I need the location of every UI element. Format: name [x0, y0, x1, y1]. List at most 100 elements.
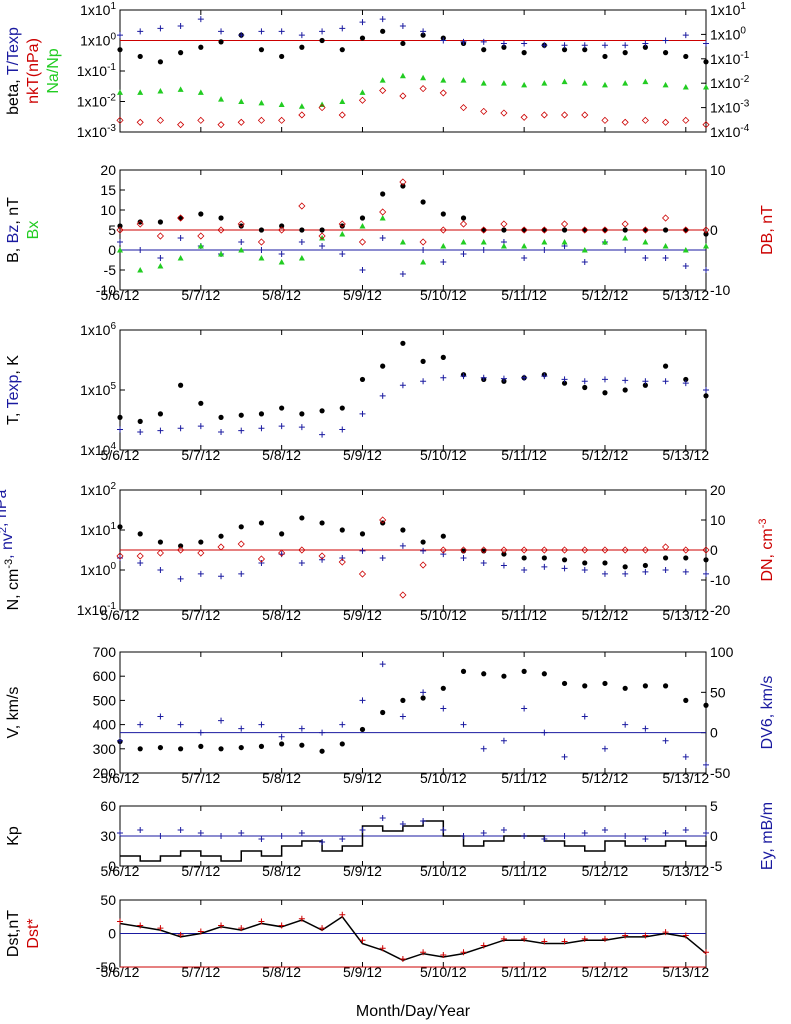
data-point: [703, 59, 709, 65]
data-point: [560, 220, 569, 228]
y-axis-label-nkt: nkT(nPa): [25, 38, 42, 104]
x-tick-label: 5/10/12: [420, 770, 467, 786]
y2-tick-label: -10: [710, 572, 730, 588]
data-point: [177, 22, 184, 29]
data-point: [662, 737, 669, 744]
y-tick-label: 300: [93, 741, 117, 757]
data-point: [258, 520, 265, 526]
y-tick-label: -5: [104, 262, 117, 278]
data-point: [197, 89, 204, 95]
data-point: [480, 247, 487, 253]
data-point: [299, 44, 305, 50]
x-tick-label: 5/6/12: [101, 447, 140, 463]
data-point: [481, 671, 487, 677]
series-kp-1: [117, 815, 709, 845]
data-point: [319, 556, 326, 563]
data-point: [581, 80, 588, 86]
y2-axis-label: Ey, mB/m: [759, 802, 776, 870]
data-point: [521, 567, 528, 573]
data-point: [621, 118, 629, 126]
panel-beta: 1x10-3 1x10-2 1x10-1 1x100 1x101 1x10-4 1x10-3…: [5, 1, 750, 140]
data-point: [419, 238, 427, 246]
data-point: [379, 77, 386, 83]
data-point: [703, 83, 709, 90]
data-point: [339, 741, 345, 747]
data-point: [480, 546, 488, 554]
data-point: [520, 226, 528, 234]
data-point: [521, 81, 528, 88]
data-point: [359, 531, 366, 537]
y2-tick-label: -50: [710, 765, 730, 781]
data-point: [420, 247, 427, 253]
panel-dst: 5/6/12 5/7/12 5/8/12 5/9/12 5/10/12 5/11/12 5/…: [5, 892, 709, 980]
y-tick-label: 10: [100, 202, 116, 218]
data-point: [420, 378, 427, 385]
data-point: [278, 833, 285, 839]
data-point: [682, 263, 689, 269]
data-point: [157, 219, 164, 225]
data-point: [541, 239, 548, 245]
data-point: [298, 111, 306, 119]
data-point: [258, 227, 265, 233]
y-tick-label: 20: [100, 162, 116, 178]
data-point: [319, 235, 326, 241]
data-point: [400, 183, 406, 189]
data-point: [642, 382, 648, 388]
data-point: [460, 554, 467, 561]
data-point: [622, 685, 628, 691]
data-point: [642, 378, 649, 385]
data-point: [399, 591, 407, 599]
data-point: [460, 77, 467, 83]
data-point: [500, 546, 508, 554]
data-point: [480, 942, 487, 949]
data-point: [217, 226, 225, 234]
data-point: [299, 227, 305, 233]
data-point: [117, 47, 123, 53]
data-point: [480, 38, 487, 45]
data-point: [420, 199, 426, 205]
y-tick-label: 1x101: [80, 1, 116, 18]
data-point: [177, 235, 184, 241]
x-tick-label: 5/6/12: [101, 863, 140, 879]
data-point: [359, 376, 366, 383]
x-tick-label: 5/7/12: [181, 770, 220, 786]
data-point: [541, 938, 548, 945]
data-point: [521, 555, 527, 561]
y-tick-label: 5: [108, 222, 116, 238]
data-point: [379, 16, 386, 23]
data-point: [420, 32, 426, 38]
data-point: [440, 827, 447, 833]
data-point: [622, 80, 629, 86]
data-point: [198, 44, 204, 50]
data-point: [622, 721, 629, 728]
data-point: [338, 558, 346, 566]
data-point: [561, 42, 568, 49]
y2-tick-label: 1x101: [710, 1, 746, 18]
data-point: [117, 426, 123, 433]
data-point: [319, 839, 326, 845]
x-tick-label: 5/8/12: [262, 287, 301, 303]
data-point: [400, 340, 406, 346]
data-point: [460, 251, 467, 257]
data-point: [439, 89, 447, 97]
data-point: [318, 232, 326, 240]
data-point: [117, 239, 123, 245]
data-point: [238, 725, 245, 732]
data-point: [561, 565, 568, 572]
y2-tick-label: 0: [710, 725, 718, 741]
data-point: [399, 271, 406, 277]
data-point: [339, 223, 345, 229]
data-point: [581, 935, 588, 942]
data-point: [420, 689, 427, 696]
y-tick-label: 1x10-1: [77, 62, 117, 79]
data-point: [682, 116, 690, 124]
data-point: [177, 931, 184, 938]
data-point: [117, 554, 123, 561]
panel-temperature: 5/6/12 5/7/12 5/8/12 5/9/12 5/10/12 5/11/12 5/…: [5, 321, 709, 463]
data-point: [298, 239, 305, 245]
data-point: [359, 223, 366, 229]
data-point: [339, 251, 346, 257]
data-point: [136, 552, 144, 560]
x-tick-label: 5/10/12: [420, 287, 467, 303]
data-point: [137, 28, 144, 35]
